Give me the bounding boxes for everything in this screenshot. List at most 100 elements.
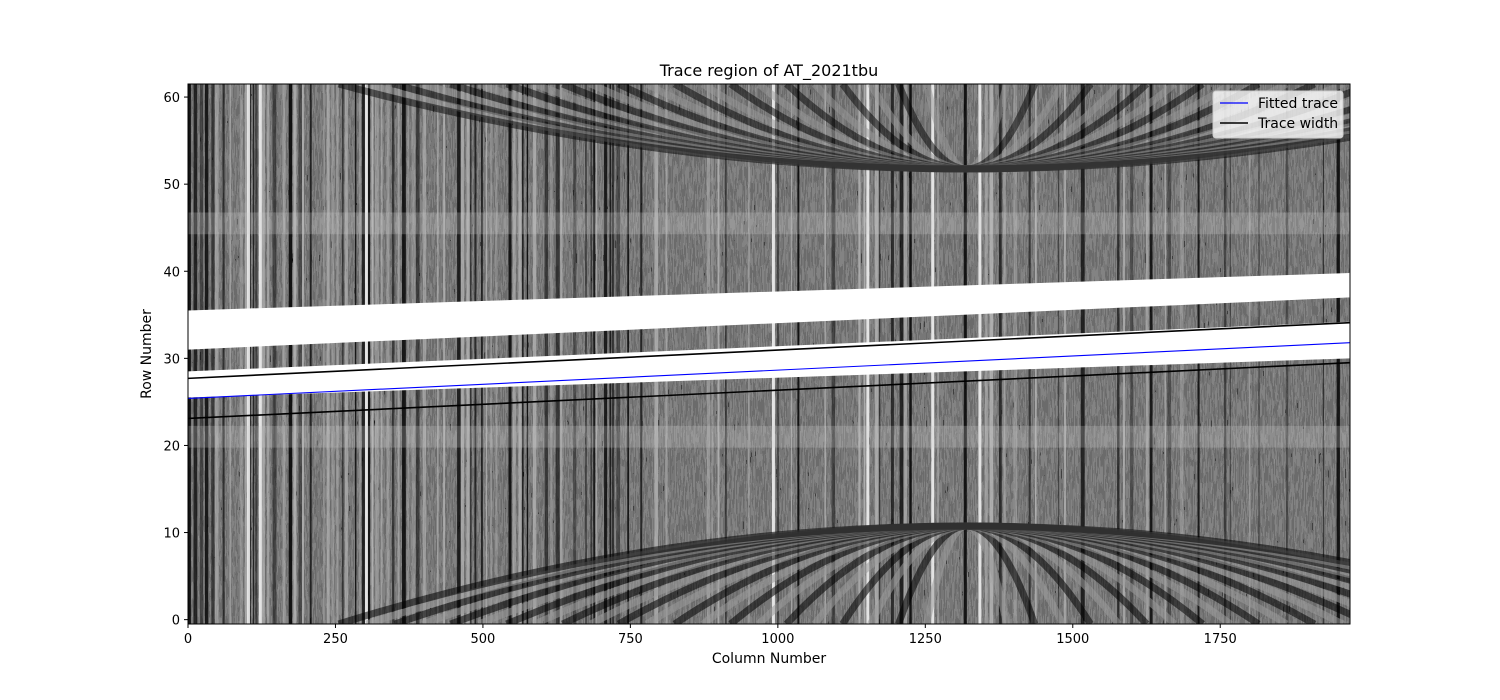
plot-area — [187, 83, 1351, 625]
image-stripe — [267, 84, 270, 624]
image-stripe — [367, 84, 371, 624]
image-stripe — [371, 84, 374, 624]
image-stripe — [485, 84, 488, 624]
image-stripe — [193, 84, 198, 624]
chart-title: Trace region of AT_2021tbu — [659, 61, 879, 81]
image-stripe — [252, 84, 255, 624]
image-stripe — [354, 84, 357, 624]
y-tick-label: 30 — [163, 352, 180, 367]
image-stripe — [293, 84, 297, 624]
image-stripe — [422, 84, 427, 624]
series-trace-width — [188, 361, 1350, 420]
image-stripe — [490, 84, 493, 624]
legend-label-trace-width: Trace width — [1257, 116, 1338, 132]
image-stripe — [460, 84, 465, 624]
image-stripe — [411, 84, 416, 624]
image-stripe — [331, 84, 335, 624]
x-tick-label: 500 — [471, 632, 496, 647]
legend-label-fitted-trace: Fitted trace — [1258, 96, 1338, 112]
x-tick-label: 1000 — [761, 632, 794, 647]
image-stripe — [288, 84, 293, 624]
image-stripe — [443, 84, 445, 624]
image-stripe — [415, 84, 420, 624]
image-stripe — [261, 84, 265, 624]
image-stripe — [560, 84, 563, 624]
x-axis: 0 250 500 750 1000 1250 1500 1750 — [184, 624, 1237, 647]
image-stripe — [358, 84, 362, 624]
x-tick-label: 1500 — [1056, 632, 1089, 647]
image-stripe — [336, 84, 339, 624]
y-tick-label: 60 — [163, 91, 180, 106]
image-stripe — [239, 84, 243, 624]
y-axis: 0 10 20 30 40 50 60 — [163, 91, 188, 629]
image-stripe — [323, 84, 325, 624]
image-stripe — [397, 84, 400, 624]
x-tick-label: 250 — [323, 632, 348, 647]
image-stripe — [374, 84, 379, 624]
y-tick-label: 0 — [172, 614, 180, 629]
image-stripe — [550, 84, 553, 624]
image-stripe — [326, 84, 330, 624]
image-stripe — [508, 84, 512, 624]
image-stripe — [214, 84, 219, 624]
y-tick-label: 10 — [163, 527, 180, 542]
image-stripe — [573, 84, 577, 624]
image-skyline — [246, 84, 250, 624]
image-fringe — [337, 84, 1350, 173]
image-stripe — [282, 84, 286, 624]
image-stripe — [474, 84, 477, 624]
image-stripe — [522, 84, 524, 624]
image-stripe — [590, 84, 593, 624]
image-stripe — [255, 84, 258, 624]
x-tick-label: 1750 — [1204, 632, 1237, 647]
image-stripe — [402, 84, 406, 624]
x-tick-label: 750 — [618, 632, 643, 647]
image-stripe — [272, 84, 277, 624]
image-stripe — [544, 84, 549, 624]
series-fitted-trace — [188, 342, 1350, 399]
image-row-band — [188, 425, 1350, 448]
image-stripe — [512, 84, 516, 624]
y-axis-label: Row Number — [139, 309, 155, 399]
image-stripe — [341, 84, 344, 624]
image-stripe — [380, 84, 383, 624]
image-stripe — [526, 84, 529, 624]
image-stripe — [309, 84, 312, 624]
image-stripe — [391, 84, 395, 624]
image-stripe — [518, 84, 522, 624]
x-tick-label: 1250 — [909, 632, 942, 647]
image-stripe — [555, 84, 560, 624]
image-stripe — [407, 84, 410, 624]
image-stripe — [466, 84, 470, 624]
x-tick-label: 0 — [184, 632, 192, 647]
image-stripe — [199, 84, 204, 624]
image-stripe — [437, 84, 439, 624]
trace-lines — [188, 321, 1350, 420]
series-trace-width — [188, 321, 1350, 380]
y-tick-label: 40 — [163, 265, 180, 280]
image-stripe — [457, 84, 461, 624]
spectrum-image — [188, 84, 1350, 624]
image-stripe — [188, 84, 191, 624]
image-row-band — [188, 212, 1350, 235]
image-stripe — [361, 84, 366, 624]
y-tick-label: 20 — [163, 439, 180, 454]
image-stripe — [386, 84, 390, 624]
image-stripe — [229, 84, 232, 624]
image-stripe — [585, 84, 587, 624]
legend: Fitted trace Trace width — [1212, 90, 1344, 139]
image-stripe — [301, 84, 304, 624]
image-stripe — [593, 84, 596, 624]
image-stripe — [244, 84, 248, 624]
image-stripe — [495, 84, 498, 624]
plot-frame — [187, 83, 1351, 625]
image-stripe — [298, 84, 303, 624]
y-tick-label: 50 — [163, 178, 180, 193]
image-stripe — [344, 84, 348, 624]
image-stripe — [204, 84, 209, 624]
image-stripe — [222, 84, 225, 624]
image-stripe — [532, 84, 537, 624]
image-skyline — [364, 84, 368, 624]
image-stripe — [481, 84, 483, 624]
